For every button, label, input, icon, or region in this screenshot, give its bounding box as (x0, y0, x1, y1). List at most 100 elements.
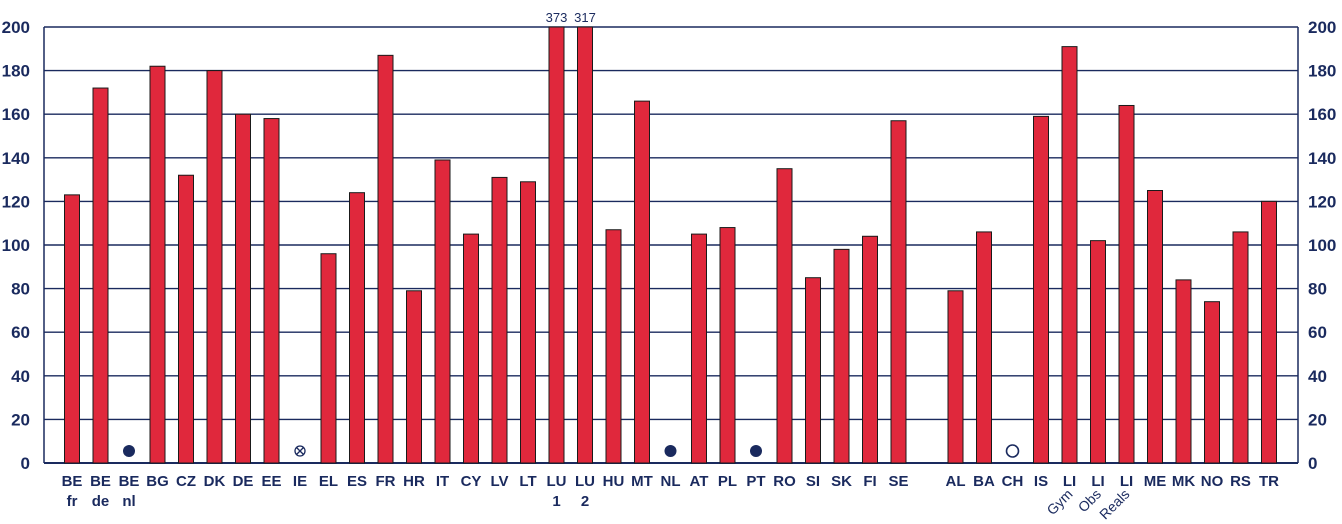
data-labels: 373 317 (546, 10, 596, 25)
x-axis-labels: BE fr BE de BE nl BG CZ DK DE EE IE EL ES FR HR IT CY LV LT… (62, 473, 1280, 522)
bar (577, 26, 593, 464)
x-tick-sublabel: de (92, 493, 110, 510)
x-tick-label: DE (233, 473, 254, 490)
x-tick-sublabel: 1 (552, 493, 560, 510)
bar (605, 229, 622, 464)
filled-circle-icon (750, 445, 762, 457)
bar (263, 118, 280, 464)
x-tick-label: BG (146, 473, 169, 490)
x-tick-label: NO (1201, 473, 1224, 490)
bar (320, 253, 337, 464)
x-tick-label: HU (603, 473, 625, 490)
bar (1033, 115, 1049, 464)
y-tick-label-left: 120 (2, 192, 30, 211)
x-tick-label: RO (773, 473, 796, 490)
bar (64, 194, 80, 464)
x-tick-label: AL (946, 473, 966, 490)
x-tick-label: BE (62, 473, 83, 490)
y-tick-label-left: 60 (11, 323, 30, 342)
bar (1232, 231, 1249, 464)
bar (1261, 200, 1277, 464)
x-tick-label: HR (403, 473, 425, 490)
open-circle-icon (1005, 444, 1020, 458)
y-tick-label-left: 40 (11, 367, 30, 386)
y-tick-label-right: 40 (1308, 367, 1327, 386)
x-tick-label: CZ (176, 473, 196, 490)
bar (1204, 301, 1220, 464)
y-tick-label-right: 180 (1308, 62, 1336, 81)
x-tick-label: CY (461, 473, 482, 490)
x-tick-label: IE (293, 473, 307, 490)
data-label: 373 (546, 10, 568, 25)
bar (719, 227, 736, 464)
x-tick-label: TR (1259, 473, 1279, 490)
bars (64, 26, 1277, 464)
x-tick-label: ME (1144, 473, 1167, 490)
x-tick-label: LI (1091, 473, 1104, 490)
markers (123, 444, 1020, 458)
bar (890, 120, 907, 464)
bar (1147, 190, 1163, 464)
filled-circle-icon (664, 445, 677, 457)
bar (1118, 104, 1135, 464)
bar (776, 168, 793, 464)
data-label: 317 (574, 10, 596, 25)
bar (691, 233, 707, 464)
bar (434, 159, 451, 464)
x-tick-sublabel: fr (67, 493, 78, 510)
crossed-circle-icon-stroke (296, 447, 304, 455)
x-tick-label: BE (119, 473, 140, 490)
x-tick-label: DK (204, 473, 226, 490)
bar (1090, 240, 1106, 464)
bar (149, 65, 166, 464)
x-tick-label: FR (376, 473, 396, 490)
bar (548, 26, 565, 464)
y-tick-label-right: 120 (1308, 192, 1336, 211)
y-axis-right: 0 20 40 60 80 100 120 140 160 180 200 (1308, 18, 1336, 473)
bar (92, 87, 109, 464)
y-tick-label-right: 140 (1308, 149, 1336, 168)
bar (491, 176, 508, 464)
x-tick-label: SK (831, 473, 852, 490)
x-tick-sublabel: 2 (581, 493, 589, 510)
x-tick-label: LU (575, 473, 595, 490)
x-tick-label: LI (1063, 473, 1076, 490)
x-tick-label: LV (490, 473, 508, 490)
y-tick-label-right: 100 (1308, 236, 1336, 255)
x-tick-label: BA (973, 473, 995, 490)
bar (206, 70, 223, 464)
x-tick-label: PT (746, 473, 765, 490)
x-tick-sublabel: Gym (1043, 486, 1075, 518)
y-tick-label-left: 20 (11, 410, 30, 429)
bar (377, 54, 394, 464)
filled-circle-icon (123, 445, 135, 457)
x-tick-label: AT (690, 473, 709, 490)
y-tick-label-left: 160 (2, 105, 30, 124)
y-tick-label-left: 140 (2, 149, 30, 168)
y-tick-label-right: 60 (1308, 323, 1327, 342)
y-tick-label-left: 0 (21, 454, 30, 473)
y-tick-label-left: 200 (2, 18, 30, 37)
x-tick-sublabel: nl (122, 493, 135, 510)
bar (976, 231, 992, 464)
x-tick-label: LT (519, 473, 536, 490)
x-tick-label: MK (1172, 473, 1195, 490)
bar (178, 174, 194, 464)
gridlines (43, 26, 1299, 464)
x-tick-label: SE (888, 473, 908, 490)
x-tick-label: SI (806, 473, 820, 490)
x-tick-label: EL (319, 473, 338, 490)
y-tick-label-left: 180 (2, 62, 30, 81)
x-tick-label: PL (718, 473, 737, 490)
x-tick-label: LU (547, 473, 567, 490)
bar (463, 233, 479, 464)
bar (520, 181, 536, 464)
x-tick-label: ES (347, 473, 367, 490)
x-tick-label: LI (1120, 473, 1133, 490)
x-tick-label: CH (1002, 473, 1024, 490)
bar (862, 235, 878, 464)
y-tick-label-right: 160 (1308, 105, 1336, 124)
x-tick-sublabel: Reals (1096, 486, 1133, 523)
bar (349, 192, 365, 464)
